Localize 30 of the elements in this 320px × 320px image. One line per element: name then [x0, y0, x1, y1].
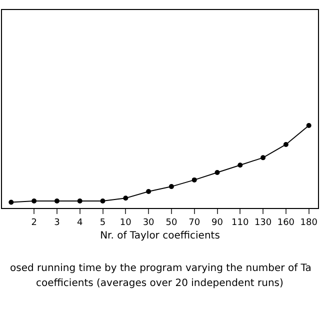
x-axis-title: Nr. of Taylor coefficients — [100, 230, 220, 242]
point — [54, 198, 60, 204]
x-tick-label: 3 — [54, 218, 60, 228]
point — [32, 198, 37, 204]
point — [77, 198, 82, 204]
x-tick-label: 4 — [76, 218, 83, 228]
x-tick-label: 30 — [142, 218, 155, 228]
point — [260, 155, 266, 160]
x-tick-label: 180 — [300, 218, 318, 228]
x-tick-label: 50 — [166, 218, 178, 228]
x-tick-label: 90 — [212, 218, 224, 228]
x-tick-label: 160 — [277, 218, 295, 228]
point — [238, 162, 243, 168]
point — [100, 198, 106, 204]
x-tick-label: 110 — [232, 218, 249, 228]
point — [306, 123, 312, 128]
x-tick-label: 5 — [100, 218, 106, 228]
x-tick-label: 70 — [188, 218, 200, 228]
x-tick-label: 10 — [120, 218, 132, 228]
x-tick-label: 2 — [31, 218, 37, 228]
point — [214, 170, 220, 176]
text: coefficients (averages over 20 independent runs) — [36, 278, 284, 289]
text: osed running time by the program varying the number of Ta — [10, 263, 312, 274]
x-tick-label: 130 — [254, 218, 272, 228]
point — [8, 200, 14, 205]
point — [168, 184, 174, 190]
point — [146, 189, 152, 194]
point — [283, 142, 288, 147]
point — [123, 196, 128, 201]
point — [192, 177, 197, 182]
